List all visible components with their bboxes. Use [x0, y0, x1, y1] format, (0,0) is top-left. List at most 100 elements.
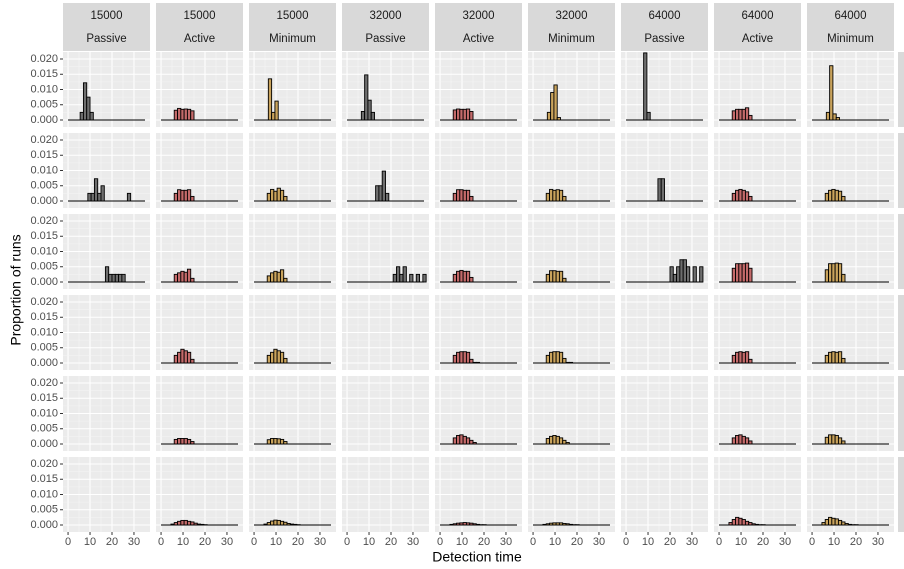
histogram-bar: [469, 522, 474, 526]
histogram-bar: [279, 438, 285, 445]
y-tick-label: 0.000: [30, 357, 58, 369]
histogram-bar: [462, 351, 467, 364]
y-tick-label: 0.010: [30, 326, 58, 338]
histogram-bar: [738, 434, 743, 445]
histogram-bar: [676, 266, 681, 283]
histogram-bar: [422, 273, 427, 283]
histogram-bar: [744, 437, 750, 445]
histogram-bar: [173, 192, 178, 202]
histogram-bar: [465, 108, 471, 121]
histogram-bar: [686, 266, 691, 283]
histogram-bar: [279, 351, 285, 364]
histogram-bar: [270, 438, 275, 445]
histogram-bar: [735, 263, 740, 283]
x-tick-label: 10: [456, 536, 468, 548]
facet-label: 70: [901, 326, 904, 339]
histogram-bar: [462, 108, 467, 121]
histogram-bar: [824, 192, 829, 202]
histogram-bar: [545, 192, 550, 202]
x-tick-label: 10: [549, 536, 561, 548]
histogram-bar: [834, 262, 839, 283]
x-tick-label: 30: [779, 536, 791, 548]
histogram-bar: [735, 351, 740, 364]
x-tick-label: 30: [686, 536, 698, 548]
y-tick-label: 0.005: [30, 180, 58, 192]
y-tick-label: 0.015: [30, 149, 58, 161]
histogram-bar: [266, 275, 271, 283]
histogram-bar: [173, 109, 178, 121]
histogram-bar: [200, 523, 205, 526]
x-tick-label: 30: [500, 536, 512, 548]
histogram-bar: [276, 187, 281, 202]
histogram-bar: [465, 270, 471, 283]
facet-label: 15000: [91, 10, 123, 22]
histogram-bar: [186, 268, 192, 283]
histogram-bar: [279, 269, 285, 283]
histogram-bar: [837, 190, 843, 202]
histogram-bar: [754, 523, 760, 526]
facet-label: Minimum: [827, 33, 874, 45]
facet-label: Minimum: [269, 33, 316, 45]
histogram-bar: [266, 439, 271, 445]
histogram-bar: [97, 192, 102, 202]
histogram-bar: [834, 351, 839, 364]
facet-label: Passive: [86, 33, 126, 45]
histogram-bar: [375, 185, 380, 202]
y-axis-title: Proportion of runs: [8, 234, 24, 345]
histogram-bar: [462, 270, 467, 283]
histogram-bar: [829, 65, 834, 121]
histogram-bar: [274, 100, 279, 121]
histogram-bar: [568, 523, 574, 526]
y-tick-label: 0.010: [30, 245, 58, 257]
y-tick-label: 0.000: [30, 519, 58, 531]
histogram-bar: [744, 520, 750, 526]
histogram-bar: [385, 192, 390, 202]
histogram-bar: [193, 522, 198, 526]
histogram-bar: [841, 521, 846, 526]
histogram-bar: [392, 273, 397, 283]
histogram-bar: [452, 273, 457, 283]
histogram-bar: [738, 517, 743, 526]
histogram-bar: [828, 189, 833, 202]
histogram-bar: [837, 437, 843, 445]
x-tick-label: 20: [664, 536, 676, 548]
x-tick-label: 10: [270, 536, 282, 548]
histogram-bar: [748, 358, 753, 364]
histogram-bar: [748, 440, 753, 445]
histogram-bar: [360, 111, 366, 121]
histogram-bar: [824, 354, 829, 364]
histogram-bar: [549, 188, 554, 202]
histogram-bar: [741, 263, 746, 283]
histogram-bar: [735, 435, 740, 445]
histogram-bar: [744, 351, 750, 364]
histogram-bar: [177, 272, 182, 283]
histogram-bar: [545, 273, 550, 283]
histogram-bar: [741, 108, 746, 121]
facet-label: 15000: [277, 10, 309, 22]
histogram-bar: [828, 434, 833, 445]
histogram-bar: [835, 117, 840, 121]
histogram-bar: [396, 266, 401, 283]
x-tick-label: 0: [437, 536, 443, 548]
histogram-bar: [556, 117, 561, 121]
histogram-bar: [180, 270, 185, 283]
histogram-bar: [180, 108, 185, 121]
histogram-bar: [469, 111, 474, 121]
histogram-bar: [378, 185, 383, 202]
facet-label: 60: [901, 245, 904, 258]
histogram-bar: [741, 189, 746, 202]
histogram-bar: [104, 266, 110, 283]
histogram-bar: [555, 351, 560, 364]
histogram-bar: [834, 518, 839, 526]
facet-label: 64000: [835, 10, 867, 22]
histogram-bar: [558, 351, 564, 364]
histogram-bar: [121, 273, 126, 283]
histogram-bar: [555, 189, 560, 202]
x-tick-label: 10: [642, 536, 654, 548]
facet-strip: [898, 52, 904, 127]
histogram-bar: [186, 520, 192, 526]
y-tick-label: 0.015: [30, 230, 58, 242]
histogram-bar: [699, 266, 704, 283]
x-tick-label: 30: [407, 536, 419, 548]
histogram-bar: [562, 195, 567, 202]
